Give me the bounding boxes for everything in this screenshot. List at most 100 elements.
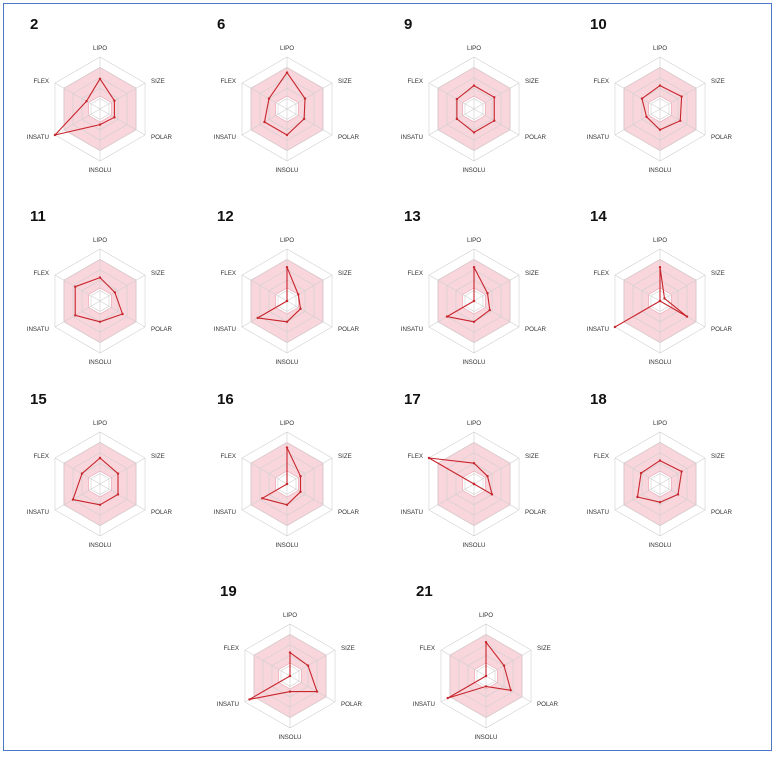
axis-label: LIPO — [280, 237, 294, 244]
axis-label: SIZE — [151, 78, 165, 85]
panel-compound-id: 19 — [220, 583, 237, 600]
axis-spoke — [485, 649, 532, 677]
data-point — [285, 299, 289, 303]
axis-label: INSATU — [587, 326, 609, 333]
data-point — [658, 501, 662, 504]
radar-chart: LIPO SIZE POLAR INSOLU INSATU FLEX — [214, 237, 360, 366]
axis-label: LIPO — [653, 45, 667, 52]
data-point — [658, 128, 662, 131]
axis-label: POLAR — [525, 509, 547, 516]
axis-label: INSATU — [401, 509, 423, 516]
axis-label: INSOLU — [462, 167, 485, 174]
axis-label: LIPO — [93, 45, 107, 52]
axis-label: FLEX — [419, 645, 434, 652]
axis-label: POLAR — [711, 509, 733, 516]
data-point — [639, 471, 643, 475]
axis-spoke — [99, 483, 146, 511]
data-point — [645, 115, 648, 119]
axis-label: POLAR — [341, 701, 363, 708]
radar-panel: 21 LIPO SIZE POLAR INSOLU INSATU FLEX — [396, 579, 586, 764]
data-point — [679, 119, 682, 122]
data-point — [74, 314, 77, 317]
axis-label: FLEX — [33, 78, 48, 85]
axis-label: LIPO — [653, 420, 667, 427]
data-point — [285, 320, 289, 323]
radar-chart: LIPO SIZE POLAR INSOLU INSATU FLEX — [27, 45, 173, 174]
data-point — [472, 299, 476, 303]
axis-label: SIZE — [525, 270, 539, 277]
radar-panel: 12 LIPO SIZE POLAR INSOLU INSATU FLEX — [197, 204, 387, 389]
data-point — [484, 674, 488, 678]
radar-panel: 19 LIPO SIZE POLAR INSOLU INSATU FLEX — [200, 579, 390, 764]
data-point — [658, 459, 662, 462]
data-point — [472, 84, 476, 87]
axis-label: LIPO — [93, 420, 107, 427]
data-point — [658, 84, 662, 87]
axis-spoke — [54, 457, 101, 485]
panel-compound-id: 17 — [404, 391, 421, 408]
axis-spoke — [241, 457, 288, 485]
axis-label: FLEX — [593, 78, 608, 85]
radar-chart: LIPO SIZE POLAR INSOLU INSATU FLEX — [27, 237, 173, 366]
axis-spoke — [241, 82, 288, 110]
axis-spoke — [659, 483, 706, 511]
axis-label: POLAR — [151, 134, 173, 141]
data-point — [267, 97, 271, 100]
data-point — [493, 96, 496, 99]
data-point — [285, 482, 289, 486]
axis-spoke — [473, 82, 520, 110]
axis-spoke — [54, 483, 101, 511]
axis-label: INSOLU — [275, 542, 298, 549]
radar-panel: 10 LIPO SIZE POLAR INSOLU INSATU FLEX — [570, 12, 760, 197]
data-point — [490, 493, 494, 496]
data-point — [484, 685, 488, 688]
axis-spoke — [54, 274, 101, 302]
data-point — [445, 315, 449, 318]
data-point — [80, 472, 84, 475]
axis-spoke — [659, 108, 706, 136]
axis-label: SIZE — [711, 453, 725, 460]
axis-label: SIZE — [711, 78, 725, 85]
radar-panel: 11 LIPO SIZE POLAR INSOLU INSATU FLEX — [10, 204, 200, 389]
axis-spoke — [286, 274, 333, 302]
axis-label: INSATU — [27, 509, 49, 516]
axis-spoke — [428, 108, 475, 136]
data-point — [676, 493, 680, 496]
data-point — [285, 503, 289, 506]
axis-label: LIPO — [467, 237, 481, 244]
panel-compound-id: 11 — [30, 208, 46, 225]
data-point — [297, 293, 300, 296]
data-point — [116, 472, 120, 475]
radar-chart: LIPO SIZE POLAR INSOLU INSATU FLEX — [587, 420, 733, 549]
radar-panel: 9 LIPO SIZE POLAR INSOLU INSATU FLEX — [384, 12, 574, 197]
radar-chart: LIPO SIZE POLAR INSOLU INSATU FLEX — [27, 420, 173, 549]
panel-compound-id: 6 — [217, 16, 226, 33]
axis-label: SIZE — [338, 453, 352, 460]
axis-spoke — [440, 649, 487, 677]
data-point — [113, 291, 117, 294]
data-point — [113, 116, 116, 119]
axis-spoke — [99, 82, 146, 110]
data-point — [53, 133, 57, 137]
radar-chart: LIPO SIZE POLAR INSOLU INSATU FLEX — [214, 420, 360, 549]
data-point — [472, 482, 476, 486]
radar-chart: LIPO SIZE POLAR INSOLU INSATU FLEX — [401, 420, 547, 549]
axis-spoke — [286, 483, 333, 511]
panel-compound-id: 18 — [590, 391, 607, 408]
axis-label: INSATU — [214, 134, 236, 141]
data-point — [493, 119, 496, 122]
axis-label: FLEX — [33, 453, 48, 460]
radar-chart: LIPO SIZE POLAR INSOLU INSATU FLEX — [587, 237, 733, 366]
data-point — [502, 664, 506, 667]
axis-label: FLEX — [593, 453, 608, 460]
axis-spoke — [286, 108, 333, 136]
radar-chart: LIPO SIZE POLAR INSOLU INSATU FLEX — [587, 45, 733, 174]
axis-spoke — [473, 300, 520, 328]
panel-compound-id: 2 — [30, 16, 39, 33]
axis-label: LIPO — [93, 237, 107, 244]
axis-label: FLEX — [407, 453, 422, 460]
axis-label: POLAR — [151, 509, 173, 516]
radar-chart: LIPO SIZE POLAR INSOLU INSATU FLEX — [214, 45, 360, 174]
data-point — [455, 117, 459, 121]
data-point — [285, 71, 289, 74]
